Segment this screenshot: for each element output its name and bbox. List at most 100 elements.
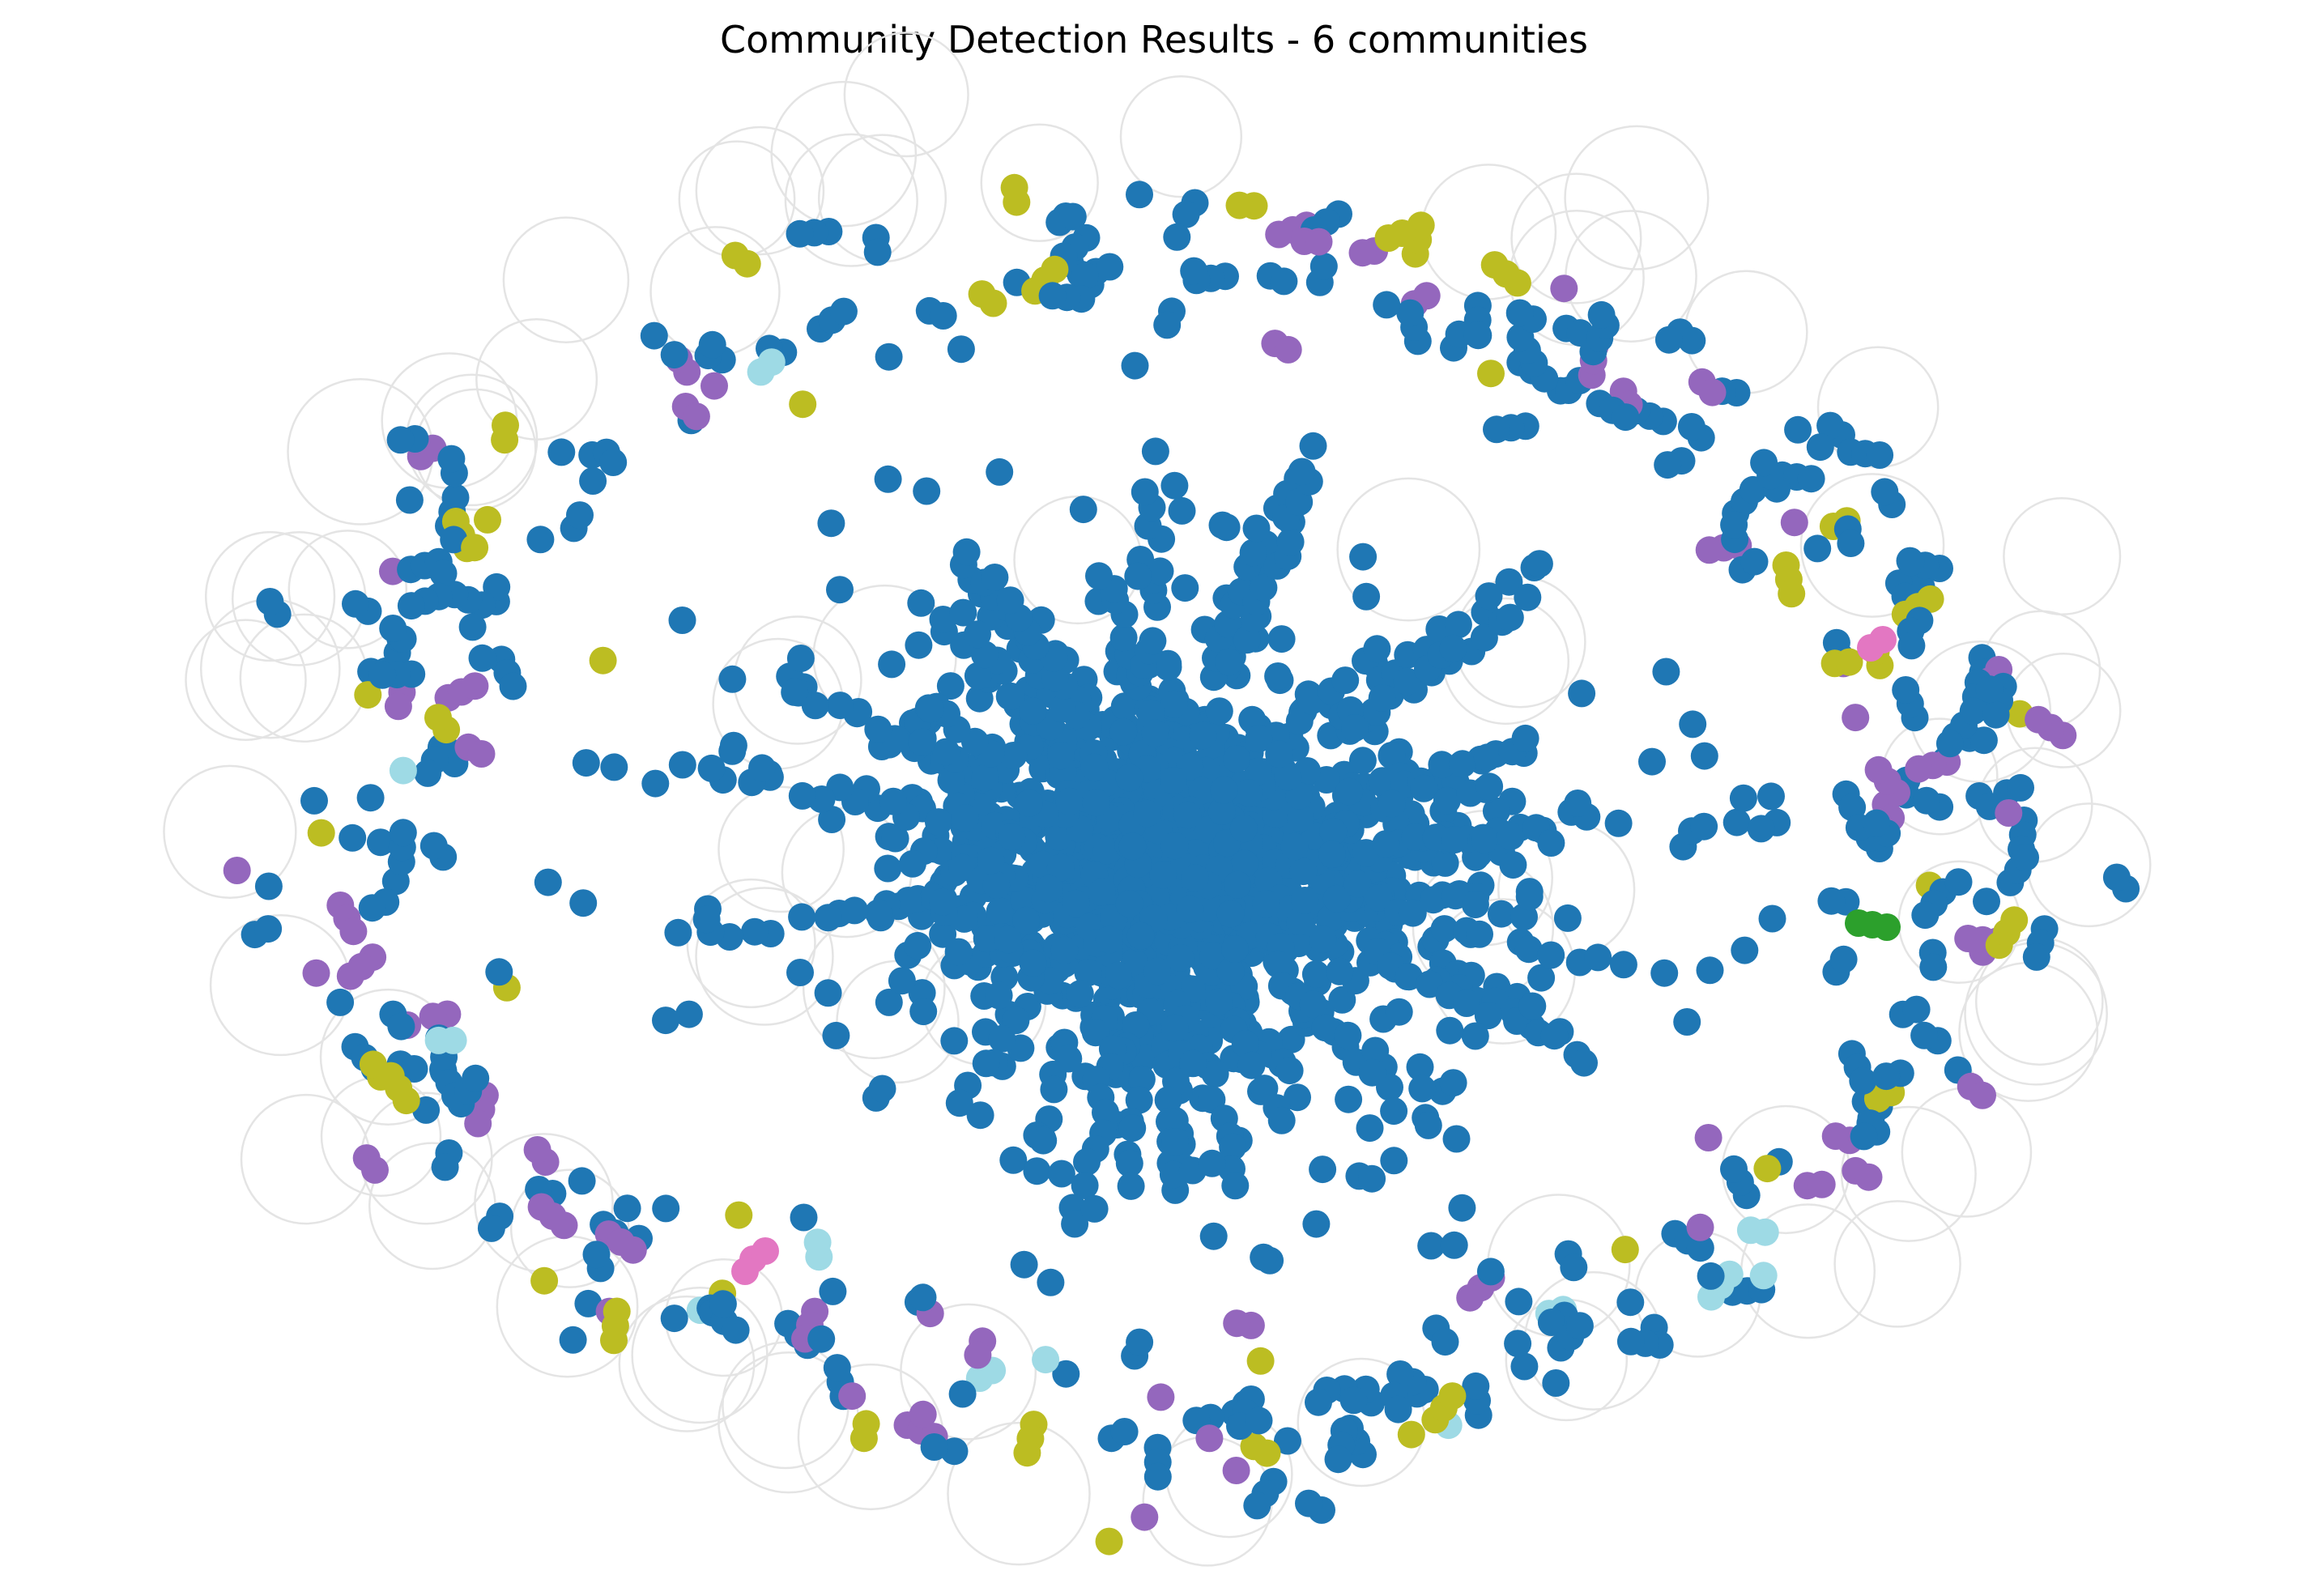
graph-node (377, 1062, 405, 1090)
graph-node (1374, 224, 1403, 252)
graph-node (1180, 257, 1208, 285)
graph-node (968, 280, 996, 309)
graph-node (302, 959, 330, 987)
graph-node (788, 903, 816, 931)
graph-node (1331, 666, 1360, 695)
graph-node (1199, 1222, 1228, 1250)
graph-node (1265, 220, 1293, 249)
graph-node (697, 754, 726, 782)
self-loop (1799, 473, 1945, 618)
graph-node (1326, 957, 1354, 985)
graph-node (1149, 861, 1177, 889)
graph-node (1471, 825, 1499, 853)
graph-node (1231, 1029, 1259, 1058)
graph-node (1568, 679, 1596, 708)
graph-node (1032, 1346, 1060, 1374)
graph-node (1419, 886, 1447, 914)
graph-node (1396, 299, 1424, 327)
graph-node (908, 728, 936, 756)
graph-node (1439, 1069, 1467, 1097)
graph-node (1505, 1287, 1533, 1316)
graph-node (1441, 826, 1468, 853)
graph-node (568, 1167, 596, 1195)
graph-node (1171, 574, 1199, 602)
graph-node (1019, 949, 1047, 977)
graph-node (878, 650, 906, 679)
graph-node (1803, 534, 1832, 563)
graph-node (1866, 441, 1894, 469)
graph-node (1143, 957, 1172, 985)
graph-node (1109, 624, 1138, 652)
graph-node (1808, 1170, 1836, 1198)
graph-node (1080, 1194, 1109, 1223)
graph-node (1612, 403, 1640, 432)
graph-node (1046, 853, 1075, 882)
graph-node (1071, 262, 1099, 290)
graph-node (366, 828, 394, 857)
graph-node (1749, 1262, 1778, 1290)
graph-node (1047, 1160, 1075, 1188)
graph-node (1168, 496, 1196, 525)
graph-node (1037, 1268, 1065, 1296)
graph-node (1356, 1114, 1384, 1143)
graph-node (1153, 311, 1182, 339)
graph-node (1041, 663, 1069, 692)
graph-node (909, 998, 938, 1026)
graph-node (1448, 1194, 1476, 1222)
self-loop (204, 530, 336, 662)
graph-node (326, 988, 355, 1016)
graph-node (718, 665, 747, 693)
graph-node (982, 871, 1011, 900)
graph-node (660, 341, 688, 369)
graph-node (1736, 1216, 1765, 1245)
self-loop (980, 123, 1099, 242)
graph-node (668, 606, 696, 634)
graph-node (1616, 1327, 1645, 1356)
graph-node (985, 981, 1013, 1010)
graph-node (1438, 1382, 1467, 1411)
graph-node (1897, 632, 1926, 660)
graph-node (1401, 823, 1429, 851)
graph-node (1373, 291, 1401, 319)
graph-node (1154, 653, 1182, 681)
graph-node (1309, 1156, 1337, 1184)
graph-node (1324, 1445, 1352, 1474)
graph-node (1216, 958, 1245, 985)
graph-node (1729, 784, 1757, 812)
graph-node (1003, 188, 1031, 216)
graph-node (1910, 1021, 1939, 1049)
graph-node (1237, 1051, 1266, 1079)
graph-node (1652, 658, 1680, 686)
graph-node (1431, 1328, 1459, 1356)
graph-node (997, 682, 1025, 710)
graph-node (1289, 858, 1318, 886)
graph-node (1821, 1122, 1850, 1151)
graph-node (1115, 890, 1143, 918)
self-loop (843, 32, 969, 158)
graph-node (1982, 700, 2010, 729)
graph-node (1095, 1527, 1123, 1556)
graph-node (534, 868, 562, 896)
graph-node (1758, 904, 1786, 933)
graph-node (1537, 941, 1565, 969)
graph-node (464, 1109, 492, 1138)
graph-node (1431, 849, 1459, 877)
graph-node (964, 1341, 992, 1369)
graph-node (1146, 557, 1174, 585)
graph-node (1817, 887, 1846, 915)
graph-node (441, 483, 470, 512)
graph-node (1124, 562, 1152, 590)
graph-node (1172, 200, 1200, 228)
graph-node (1470, 624, 1498, 652)
graph-node (1243, 1492, 1271, 1520)
graph-node (1461, 1022, 1489, 1050)
graph-node (1784, 415, 1812, 444)
graph-node (1436, 1016, 1464, 1045)
graph-node (1527, 964, 1556, 992)
graph-node (1378, 789, 1406, 818)
graph-node (1286, 804, 1314, 832)
graph-node (1495, 568, 1523, 596)
graph-node (913, 477, 941, 505)
graph-node (223, 857, 251, 884)
graph-node (1285, 488, 1314, 516)
